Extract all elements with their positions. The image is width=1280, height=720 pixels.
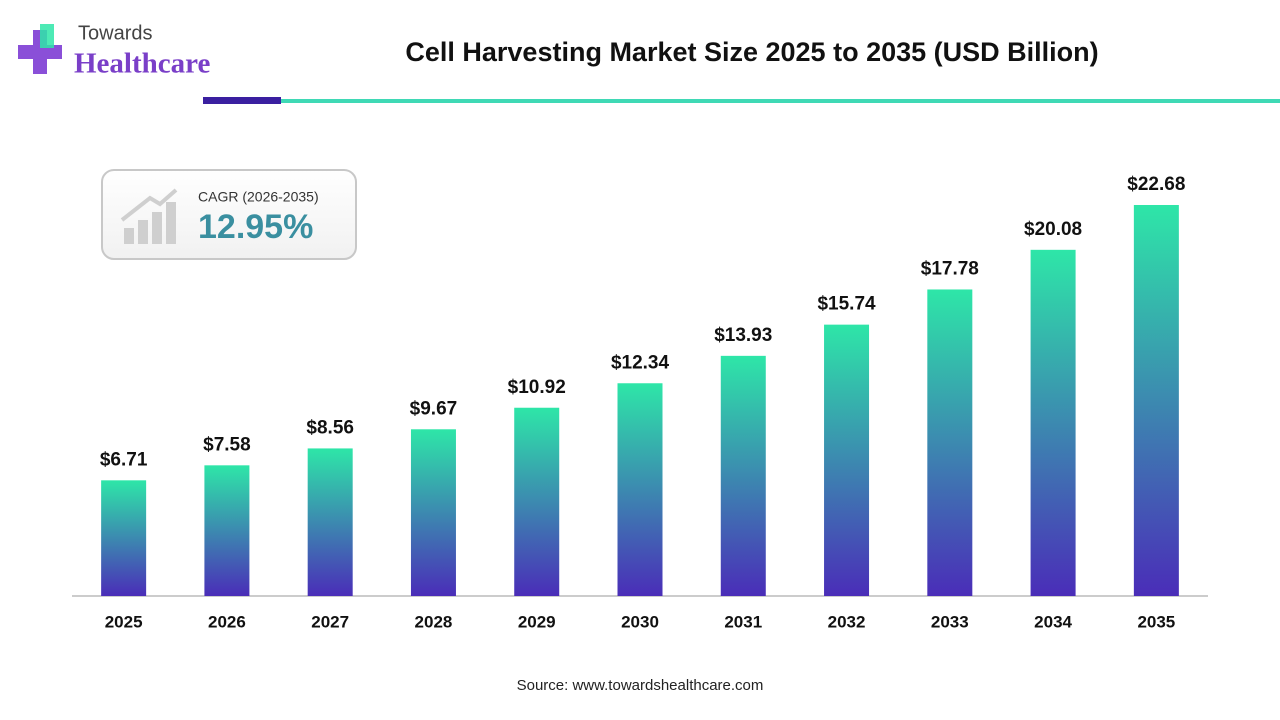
bar xyxy=(1030,249,1076,596)
bar xyxy=(824,324,870,596)
value-label: $8.56 xyxy=(306,417,354,438)
bar xyxy=(514,407,560,596)
x-tick-label: 2031 xyxy=(724,612,762,631)
x-tick-label: 2030 xyxy=(621,612,659,631)
bar xyxy=(927,289,973,596)
cagr-icon xyxy=(120,188,178,244)
value-label: $20.08 xyxy=(1024,219,1082,240)
bar xyxy=(1133,204,1179,596)
value-label: $10.92 xyxy=(508,377,566,398)
value-label: $15.74 xyxy=(817,294,876,315)
header-rule-dark xyxy=(203,97,281,104)
source: Source: www.towardshealthcare.com xyxy=(517,677,764,694)
bar xyxy=(307,448,353,596)
x-tick-label: 2034 xyxy=(1034,612,1072,631)
value-label: $6.71 xyxy=(100,449,148,470)
cagr-box xyxy=(101,169,357,260)
logo-top: Towards xyxy=(78,22,152,44)
x-tick-label: 2028 xyxy=(415,612,453,631)
x-tick-label: 2027 xyxy=(311,612,349,631)
x-tick-label: 2032 xyxy=(828,612,866,631)
value-label: $13.93 xyxy=(714,325,772,346)
x-tick-label: 2033 xyxy=(931,612,969,631)
chart-title: Cell Harvesting Market Size 2025 to 2035… xyxy=(405,37,1098,67)
bar xyxy=(204,465,250,596)
value-label: $22.68 xyxy=(1127,174,1185,195)
x-tick-label: 2025 xyxy=(105,612,143,631)
bar xyxy=(617,383,663,596)
value-label: $12.34 xyxy=(611,352,670,373)
header-rule xyxy=(281,99,1280,103)
logo-icon xyxy=(18,24,62,74)
cagr-value: 12.95% xyxy=(198,208,313,246)
bar xyxy=(410,429,456,596)
x-tick-label: 2026 xyxy=(208,612,246,631)
value-label: $7.58 xyxy=(203,434,251,455)
x-tick-label: 2035 xyxy=(1137,612,1175,631)
x-tick-label: 2029 xyxy=(518,612,556,631)
bar xyxy=(720,355,766,596)
value-label: $9.67 xyxy=(410,398,458,419)
logo-bottom: Healthcare xyxy=(74,48,210,80)
bar xyxy=(101,480,147,596)
value-label: $17.78 xyxy=(921,258,979,279)
cagr-label: CAGR (2026-2035) xyxy=(198,189,319,205)
